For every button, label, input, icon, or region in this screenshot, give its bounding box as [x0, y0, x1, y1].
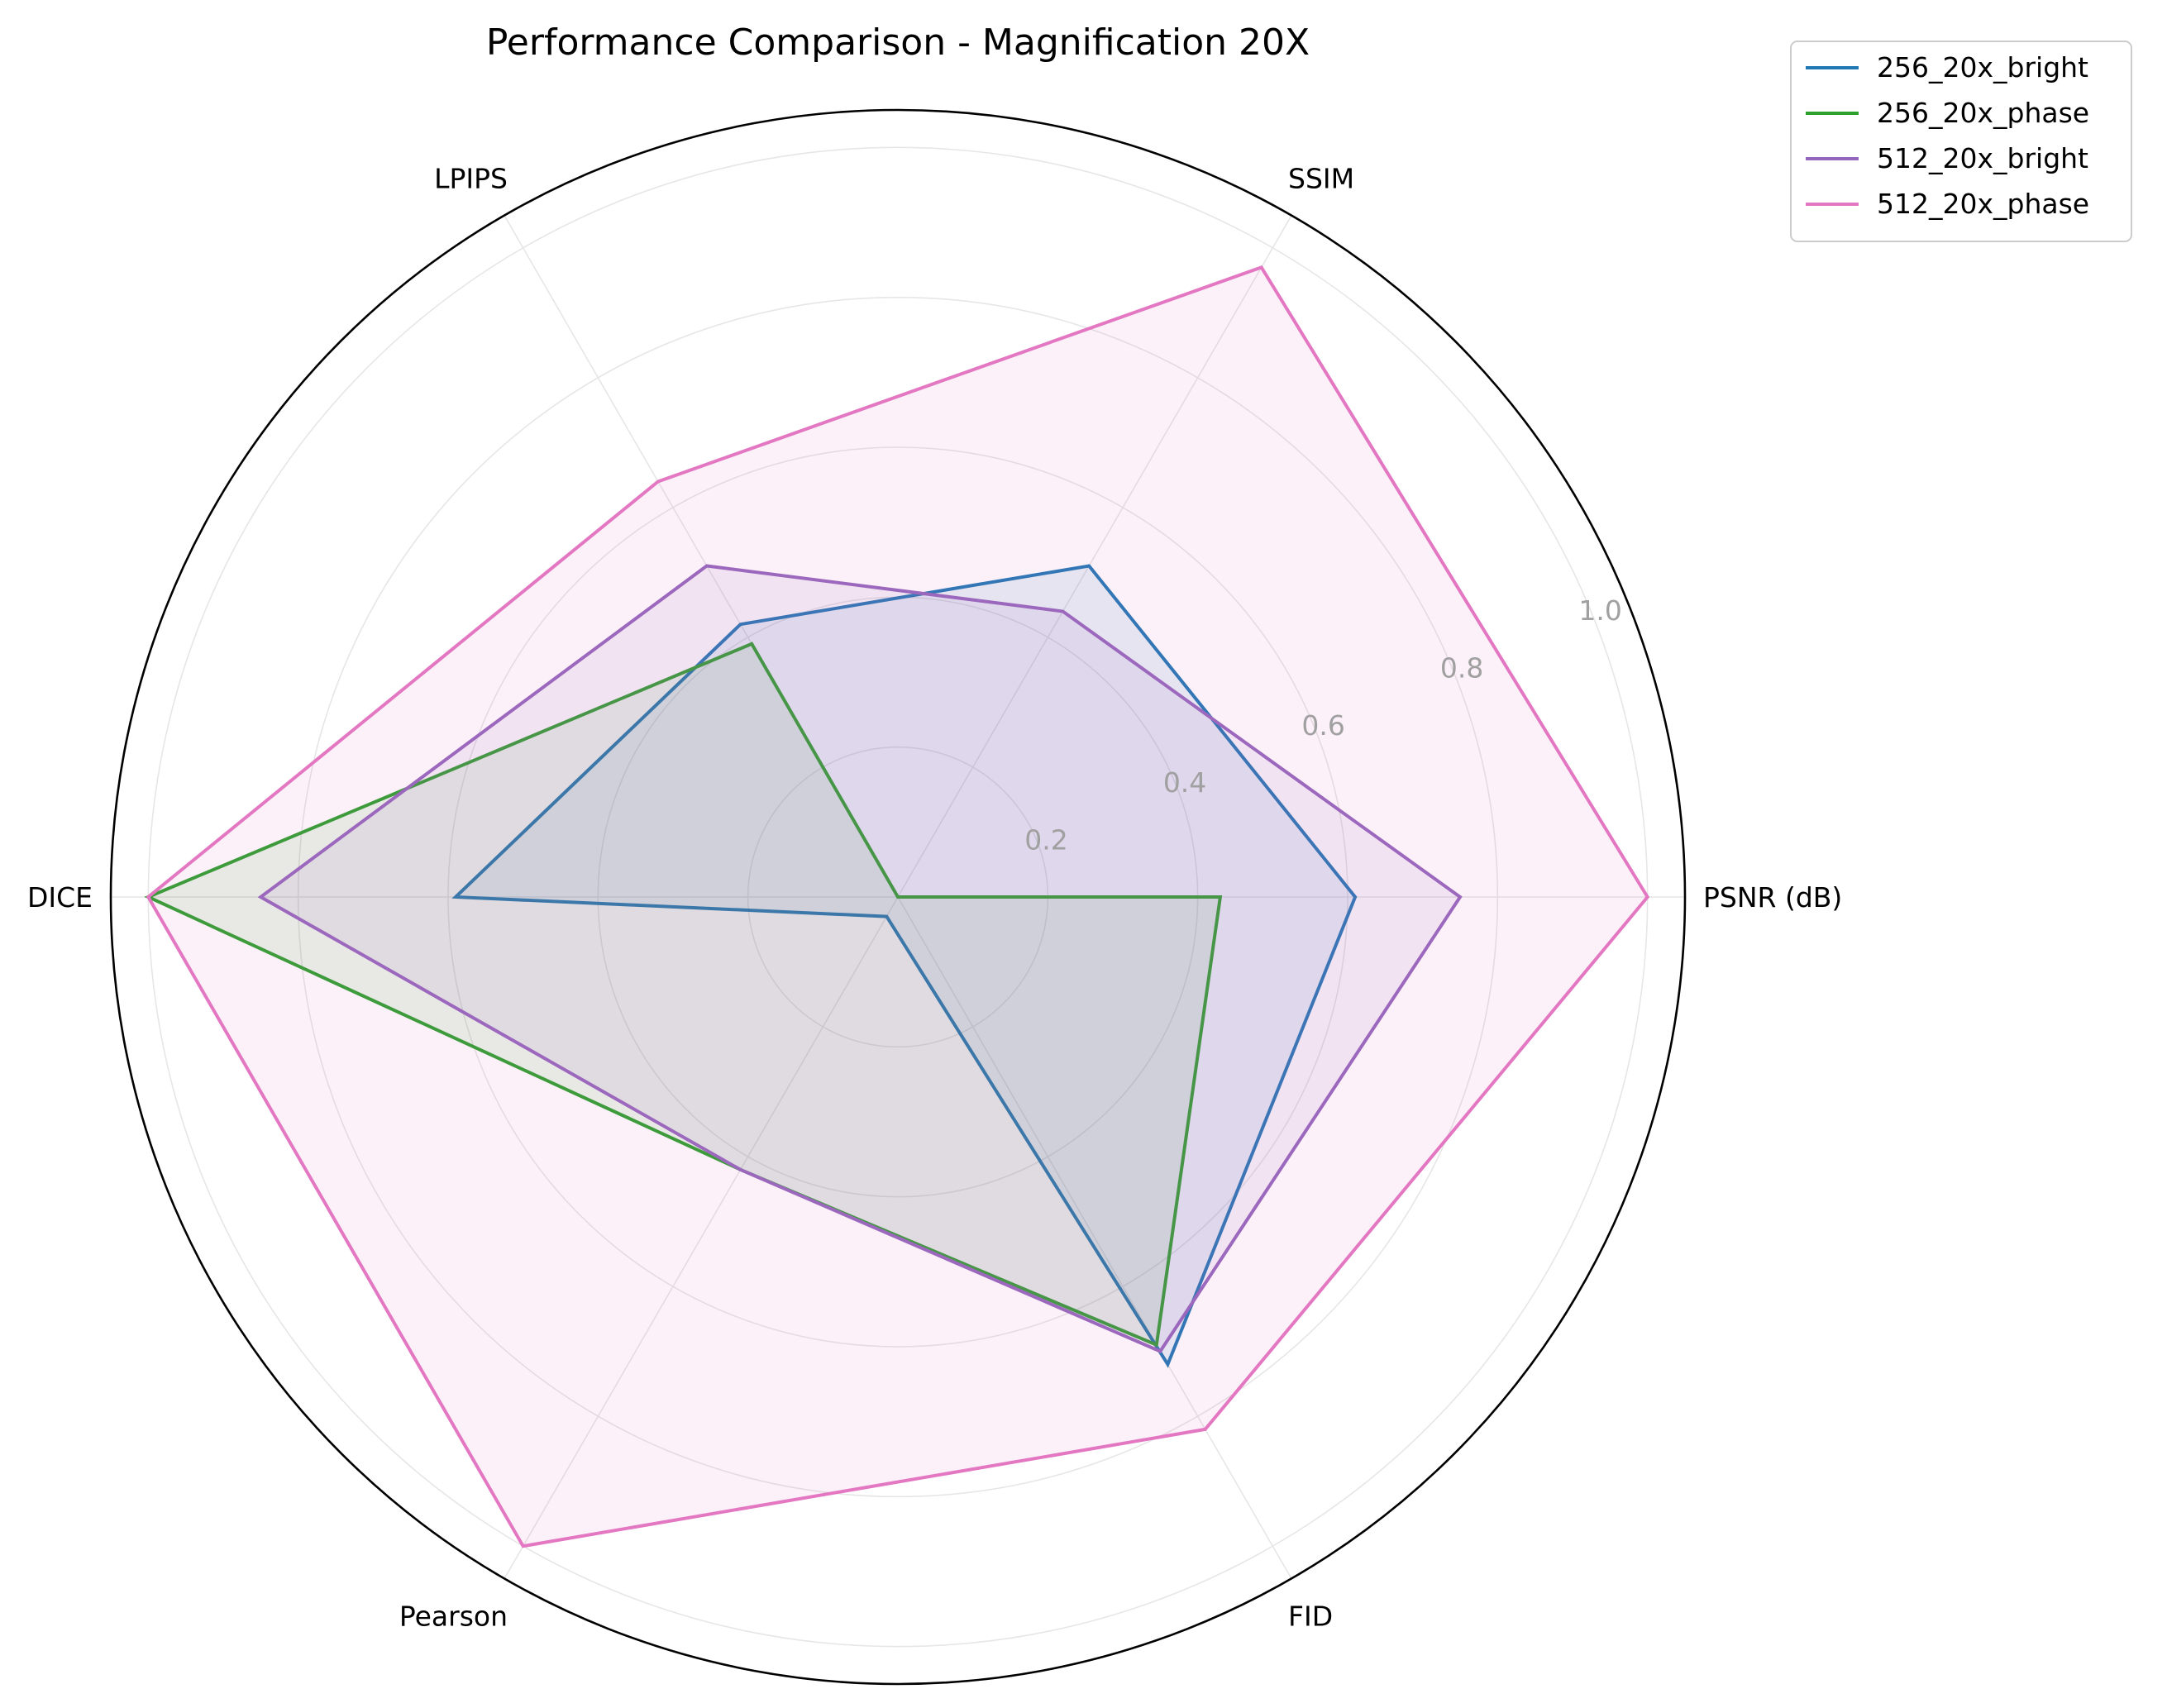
legend-label-1: 256_20x_bright [1877, 51, 2088, 83]
legend: 256_20x_bright 256_20x_phase 512_20x_brigh… [1790, 41, 2132, 242]
axis-label: PSNR (dB) [1703, 881, 1842, 914]
axis-labels: PSNR (dB) SSIM LPIPS DICE Pearson FID [27, 163, 1842, 1633]
radial-tick-label: 0.4 [1163, 766, 1206, 799]
series-fill-3 [260, 565, 1460, 1352]
radial-tick-label: 1.0 [1578, 594, 1621, 627]
radial-tick-labels: 0.2 0.4 0.6 0.8 1.0 [1024, 594, 1622, 856]
series-line-1 [451, 564, 1358, 1368]
outer-frame [109, 108, 1687, 1686]
legend-frame [1790, 41, 2132, 242]
axis-label: DICE [27, 881, 93, 914]
radial-tick-label: 0.8 [1440, 651, 1483, 684]
series-line-4 [146, 265, 1650, 1548]
radial-tick-label: 0.2 [1024, 824, 1067, 856]
axis-label: LPIPS [434, 163, 508, 195]
spoke-2 [897, 215, 1292, 898]
radial-tick-label: 0.6 [1301, 709, 1344, 742]
legend-label-3: 512_20x_bright [1877, 142, 2088, 174]
chart-title: Performance Comparison - Magnification 2… [486, 21, 1310, 64]
axis-label: SSIM [1288, 163, 1354, 195]
series-fill-1 [456, 565, 1356, 1365]
radar-series [144, 265, 1650, 1548]
series-line-3 [257, 564, 1463, 1354]
spoke-5 [504, 896, 899, 1579]
series-fill-2 [148, 643, 1220, 1345]
axis-label: FID [1288, 1600, 1333, 1632]
legend-label-4: 512_20x_phase [1877, 188, 2089, 220]
axis-label: Pearson [399, 1600, 508, 1632]
series-fill-4 [148, 267, 1648, 1547]
spoke-6 [897, 896, 1292, 1579]
legend-label-2: 256_20x_phase [1877, 97, 2089, 129]
